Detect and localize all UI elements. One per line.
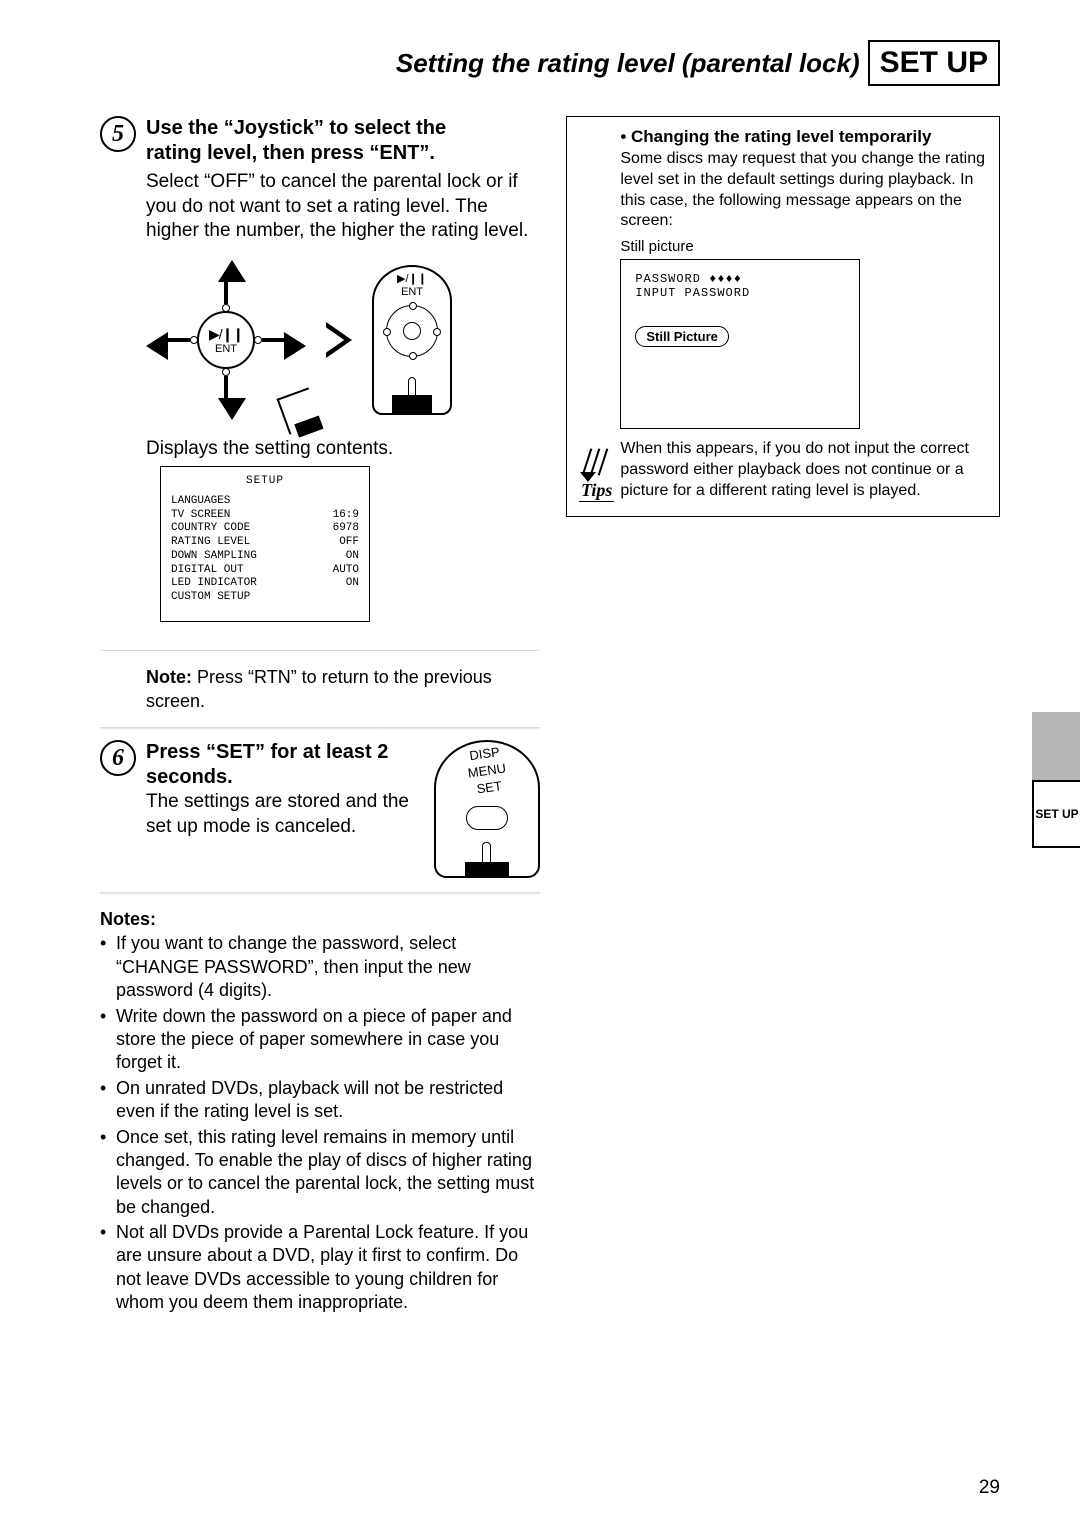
setup-row: LED INDICATORON <box>171 577 359 591</box>
note-label: Note: <box>146 667 192 687</box>
joystick-dot <box>433 328 441 336</box>
setup-row: TV SCREEN16:9 <box>171 509 359 523</box>
note-item: Not all DVDs provide a Parental Lock fea… <box>100 1221 540 1315</box>
arrow-down-stem <box>224 376 228 398</box>
step5-title-line2: rating level, then press “ENT”. <box>146 141 446 166</box>
arrow-left-stem <box>168 338 190 342</box>
tips-pencil-icon <box>580 446 614 480</box>
step5-body: Select “OFF” to cancel the parental lock… <box>146 170 540 244</box>
joystick-center: ▶/❙❙ ENT <box>197 311 255 369</box>
tips-footer-text: When this appears, if you do not input t… <box>620 439 987 501</box>
joystick-dot <box>222 368 230 376</box>
page-number: 29 <box>979 1477 1000 1499</box>
page-header: Setting the rating level (parental lock)… <box>100 40 1000 86</box>
joystick-ent-label: ENT <box>215 343 237 355</box>
remote-top-diagram: ▶/❙❙ ENT <box>372 265 452 415</box>
remote-ring-icon <box>386 305 438 357</box>
hand-icon <box>392 373 432 413</box>
side-tabs: SET UP <box>1032 712 1080 848</box>
setup-row: RATING LEVELOFF <box>171 536 359 550</box>
setup-row: DIGITAL OUTAUTO <box>171 564 359 578</box>
tips-label: Tips <box>579 480 614 502</box>
right-column: Tips • Changing the rating level tempora… <box>566 116 1000 517</box>
arrow-left-icon <box>146 332 168 360</box>
content-columns: 5 Use the “Joystick” to select the ratin… <box>100 116 1000 1317</box>
setup-row: CUSTOM SETUP <box>171 591 359 605</box>
arrow-right-outline-icon <box>326 322 352 358</box>
playpause-icon: ▶/❙❙ <box>209 326 243 343</box>
left-column: 5 Use the “Joystick” to select the ratin… <box>100 116 540 1317</box>
setup-caption: Displays the setting contents. <box>146 438 540 460</box>
hand-icon <box>277 387 322 434</box>
step5-title-line1: Use the “Joystick” to select the <box>146 116 446 141</box>
tips-title: • Changing the rating level temporarily <box>620 127 987 147</box>
tips-box: Tips • Changing the rating level tempora… <box>566 116 1000 517</box>
divider <box>100 892 540 895</box>
arrow-down-icon <box>218 398 246 420</box>
joystick-dot <box>409 302 417 310</box>
notes-section: Notes: If you want to change the passwor… <box>100 909 540 1314</box>
page-title: Setting the rating level (parental lock) <box>396 48 860 79</box>
remote-ent-label: ENT <box>374 286 450 299</box>
step-6: 6 Press “SET” for at least 2 seconds. Th… <box>100 740 540 895</box>
side-tab-setup[interactable]: SET UP <box>1032 780 1080 848</box>
step-number-6: 6 <box>100 740 136 776</box>
joystick-illustration-row: ▶/❙❙ ENT ▶/❙❙ ENT <box>146 260 540 420</box>
notes-heading: Notes: <box>100 909 540 930</box>
joystick-dot <box>383 328 391 336</box>
arrow-up-stem <box>224 282 228 304</box>
setup-screen-title: SETUP <box>171 475 359 489</box>
setup-badge: SET UP <box>868 40 1000 86</box>
note-text: Press “RTN” to return to the previous sc… <box>146 667 492 711</box>
remote-set-diagram: DISP MENU SET <box>434 740 540 878</box>
setup-row: COUNTRY CODE6978 <box>171 522 359 536</box>
setup-row: LANGUAGES <box>171 495 359 509</box>
setup-screen: SETUP LANGUAGES TV SCREEN16:9 COUNTRY CO… <box>160 466 370 622</box>
remote-playpause-icon: ▶/❙❙ <box>374 273 450 286</box>
input-password-line: INPUT PASSWORD <box>635 286 845 300</box>
tips-text: Some discs may request that you change t… <box>620 149 987 232</box>
setup-row: DOWN SAMPLINGON <box>171 550 359 564</box>
note-item: Once set, this rating level remains in m… <box>100 1126 540 1220</box>
note-item: If you want to change the password, sele… <box>100 932 540 1002</box>
rtn-note: Note: Press “RTN” to return to the previ… <box>146 665 540 714</box>
remote-knob-icon <box>466 806 508 830</box>
joystick-diagram: ▶/❙❙ ENT <box>146 260 306 420</box>
still-picture-label: Still picture <box>620 238 987 255</box>
still-picture-button: Still Picture <box>635 326 729 347</box>
divider <box>100 650 540 651</box>
step-number-5: 5 <box>100 116 136 152</box>
arrow-right-stem <box>262 338 284 342</box>
hand-icon <box>465 836 509 878</box>
side-tab-grey <box>1032 712 1080 780</box>
step-5: 5 Use the “Joystick” to select the ratin… <box>100 116 540 730</box>
note-item: Write down the password on a piece of pa… <box>100 1005 540 1075</box>
joystick-dot <box>409 352 417 360</box>
still-picture-screen: PASSWORD ♦♦♦♦ INPUT PASSWORD Still Pictu… <box>620 259 860 429</box>
step6-title: Press “SET” for at least 2 seconds. <box>146 740 422 790</box>
arrow-up-icon <box>218 260 246 282</box>
step6-body: The settings are stored and the set up m… <box>146 790 422 839</box>
divider <box>100 727 540 730</box>
arrow-right-icon <box>284 332 306 360</box>
password-line: PASSWORD ♦♦♦♦ <box>635 272 845 286</box>
joystick-dot <box>254 336 262 344</box>
note-item: On unrated DVDs, playback will not be re… <box>100 1077 540 1124</box>
